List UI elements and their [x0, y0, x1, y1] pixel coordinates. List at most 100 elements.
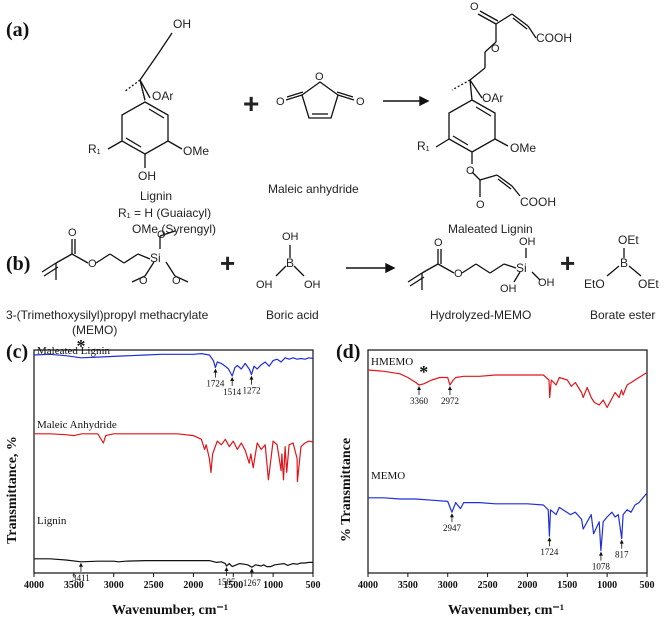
peak-label: 1267	[243, 578, 262, 588]
asterisk-marker: *	[419, 362, 428, 382]
memo-o-top: O	[157, 229, 166, 241]
plus-sign-b2: +	[560, 248, 575, 278]
x-tick-label: 500	[306, 580, 321, 591]
borate-ester-name: Borate ester	[590, 308, 655, 322]
ml-o-ester-bottom: O	[466, 165, 475, 177]
ml-o-top-carbonyl: O	[470, 1, 479, 13]
x-tick-label: 4000	[24, 580, 44, 591]
anhydride-o-right: O	[356, 96, 365, 108]
peak-label: 817	[615, 550, 629, 560]
x-tick-label: 2000	[517, 580, 537, 591]
x-tick-label: 1500	[223, 580, 243, 591]
peak-arrowhead	[249, 375, 254, 380]
peak-label: 1585	[218, 577, 237, 587]
memo-si: Si	[150, 251, 161, 265]
x-tick-label: 2500	[144, 580, 164, 591]
plus-sign-a: +	[243, 88, 259, 119]
ml-o-ester-top: O	[491, 43, 500, 55]
x-tick-label: 3500	[398, 580, 418, 591]
panel-label-c: (c)	[6, 341, 28, 363]
lignin-structure	[107, 32, 183, 168]
hmemo-o-ester: O	[454, 268, 463, 280]
ml-oar: OAr	[482, 91, 503, 105]
peak-label: 1724	[540, 547, 559, 557]
ml-cooh-bottom: COOH	[520, 195, 556, 209]
reaction-arrow-a	[383, 95, 430, 107]
x-tick-label: 2000	[183, 580, 203, 591]
peak-arrowhead	[619, 539, 624, 544]
maleated-lignin-structure	[435, 10, 537, 197]
borate-eto-left: EtO	[584, 277, 605, 291]
series-label: HMEMO	[371, 356, 413, 368]
hmemo-si: Si	[516, 261, 527, 275]
hmemo-name: Hydrolyzed-MEMO	[430, 308, 531, 322]
x-tick-label: 1000	[597, 580, 617, 591]
ftir-chart-d: (d) 4000 3500 3000 2500 2000 1500 1000 500 HMEMO…	[336, 341, 655, 618]
peak-label: 1078	[592, 562, 611, 572]
peak-label: 2972	[441, 396, 459, 406]
maleic-anhydride-structure	[285, 81, 355, 119]
peak-label: 2947	[443, 523, 462, 533]
lignin-r1-guaiacyl: R₁ = H (Guaiacyl)	[118, 206, 211, 220]
ftir-chart-c: (c) 4000 3500 3000 2500 2000 1500 1000 500 Malea…	[5, 340, 321, 618]
hmemo-structure	[407, 248, 541, 290]
plot-frame	[33, 349, 314, 574]
peak-arrowhead	[230, 377, 235, 381]
borate-oet-top: OEt	[618, 233, 639, 247]
spectrum-maleic-anhydride	[34, 433, 314, 483]
ml-ome: OMe	[510, 141, 536, 155]
x-tick-label: 500	[640, 580, 655, 591]
hmemo-oh-top: OH	[519, 236, 536, 248]
ml-r1: R₁	[417, 139, 430, 153]
xlabel-c: Wavenumber, cm⁻¹	[112, 603, 228, 618]
lignin-oar: OAr	[152, 89, 173, 103]
plus-sign-b1: +	[220, 248, 235, 278]
peak-arrowhead	[447, 386, 452, 390]
series-label: MEMO	[371, 470, 405, 482]
maleic-anhydride-name: Maleic anhydride	[268, 182, 359, 196]
peak-label: 1724	[206, 379, 225, 389]
peak-arrowhead	[449, 513, 454, 518]
spectrum-memo	[368, 492, 648, 552]
x-tick-label: 1000	[263, 580, 283, 591]
memo-o-right: O	[172, 275, 181, 287]
borate-ester-structure	[606, 248, 642, 277]
hmemo-o-carbonyl: O	[434, 237, 443, 249]
lignin-oh-top: OH	[173, 17, 191, 31]
x-tick-label: 2500	[478, 580, 498, 591]
anhydride-o-ring: O	[315, 71, 324, 83]
memo-name-line1: 3-(Trimethoxysilyl)propyl methacrylate	[6, 308, 209, 322]
spectrum-hmemo	[367, 369, 648, 409]
panel-label-a: (a)	[6, 19, 29, 41]
peak-label: 1272	[242, 386, 260, 396]
x-tick-label: 3000	[438, 580, 458, 591]
ylabel-d: % Transmittance	[339, 438, 354, 542]
boric-oh-right: OH	[304, 279, 321, 291]
lignin-name: Lignin	[140, 189, 172, 203]
maleated-lignin-name: Maleated Lignin	[448, 222, 533, 236]
memo-structure	[41, 230, 189, 283]
memo-o-carbonyl: O	[68, 227, 77, 239]
peak-label: 3360	[410, 396, 429, 406]
lignin-r1-syrengyl: OMe (Syrengyl)	[132, 222, 216, 236]
x-tick-label: 1500	[557, 580, 577, 591]
peak-arrowhead	[224, 567, 229, 571]
peak-label: 3411	[72, 573, 90, 583]
lignin-ome: OMe	[183, 144, 209, 158]
peak-arrowhead	[213, 368, 218, 373]
ml-o-bottom-carbonyl: O	[476, 199, 485, 211]
reaction-arrow-b	[346, 262, 396, 274]
boric-b: B	[286, 256, 294, 270]
xlabel-d: Wavenumber, cm⁻¹	[448, 603, 564, 618]
panel-label-d: (d)	[336, 341, 360, 363]
x-tick-label: 3000	[104, 580, 124, 591]
x-tick-label: 4000	[358, 580, 378, 591]
ylabel-c: Transmittance, %	[5, 436, 20, 544]
anhydride-o-left: O	[276, 96, 285, 108]
memo-o-ester: O	[88, 258, 97, 270]
peak-arrowhead	[249, 568, 254, 573]
borate-oet-right: OEt	[638, 277, 659, 291]
borate-b: B	[620, 256, 628, 270]
lignin-oh-bottom: OH	[138, 169, 156, 183]
spectrum-lignin	[34, 558, 313, 568]
